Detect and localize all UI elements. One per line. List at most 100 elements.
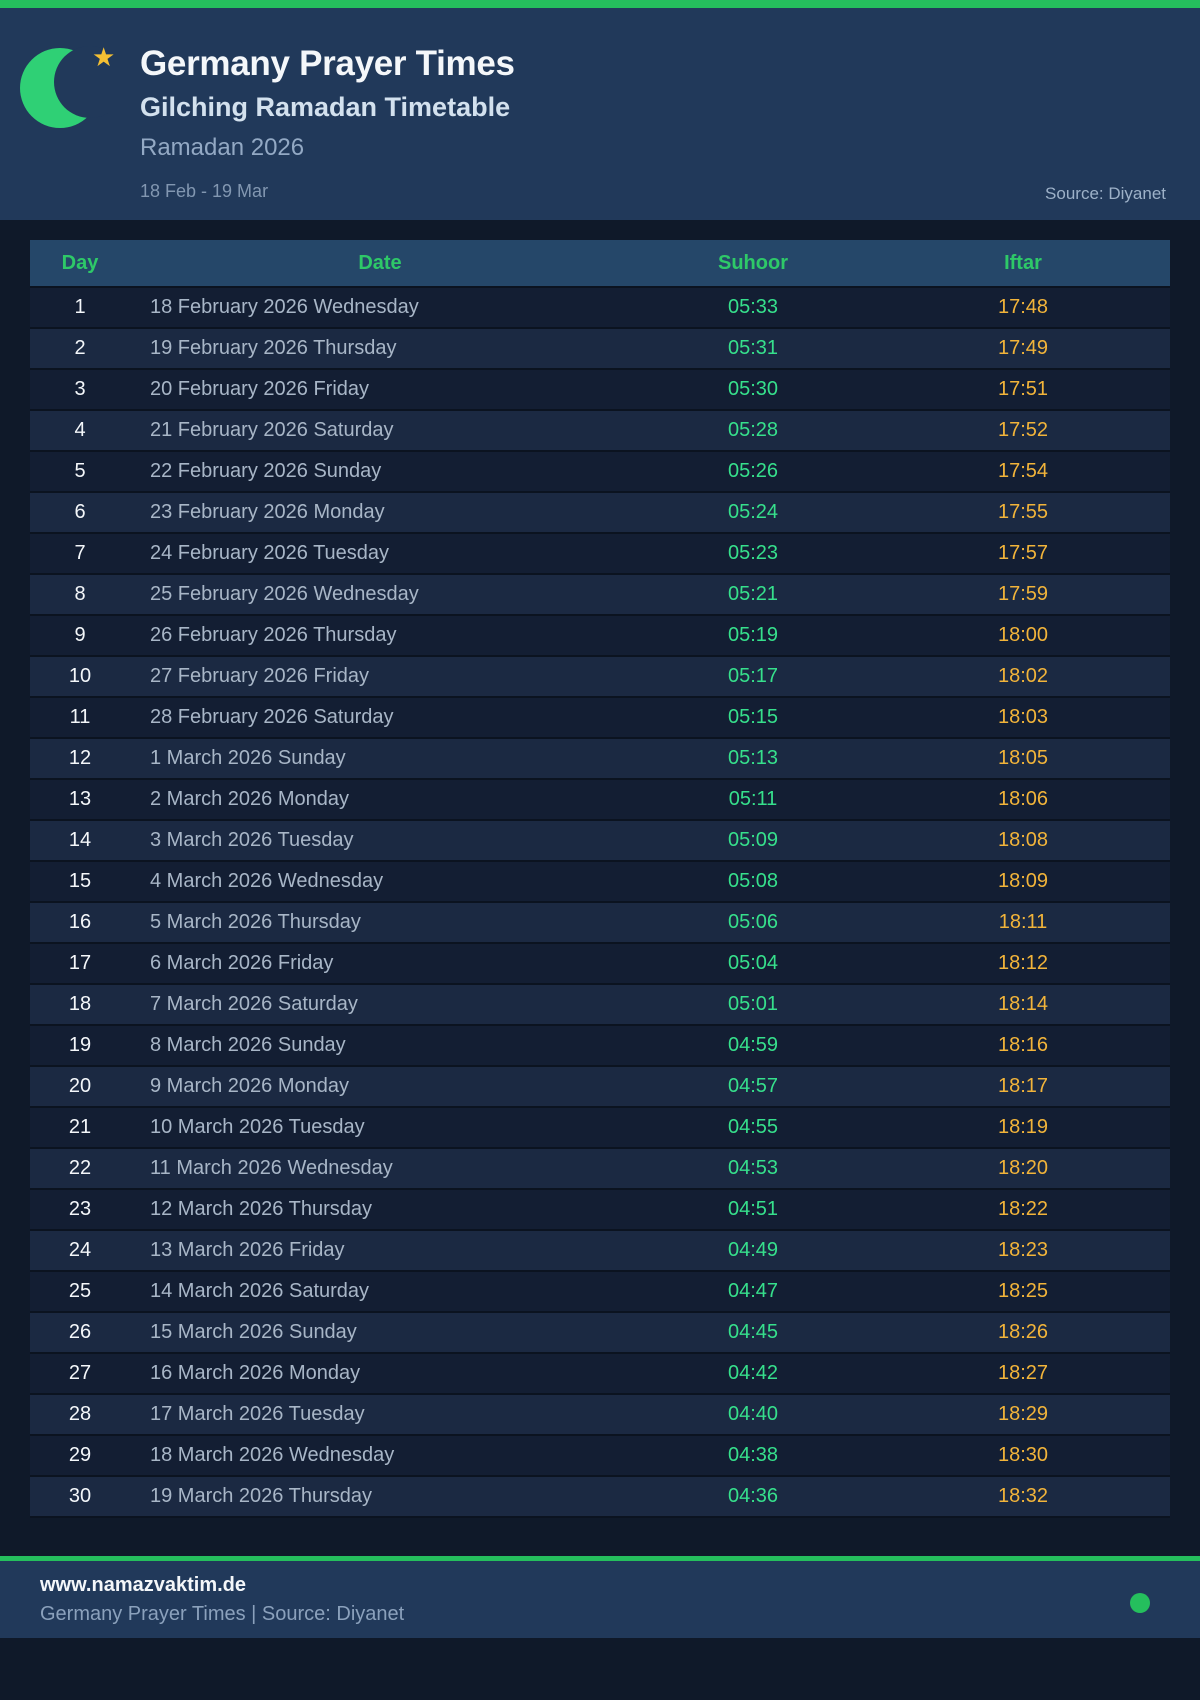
table-row: 13 2 March 2026 Monday 05:11 18:06	[30, 780, 1170, 821]
iftar-cell: 18:29	[876, 1395, 1170, 1436]
date-cell: 3 March 2026 Tuesday	[130, 821, 630, 862]
date-cell: 18 February 2026 Wednesday	[130, 288, 630, 329]
table-row: 18 7 March 2026 Saturday 05:01 18:14	[30, 985, 1170, 1026]
day-cell: 1	[30, 288, 130, 329]
iftar-cell: 18:20	[876, 1149, 1170, 1190]
suhoor-cell: 05:23	[630, 534, 876, 575]
iftar-cell: 18:02	[876, 657, 1170, 698]
table-row: 15 4 March 2026 Wednesday 05:08 18:09	[30, 862, 1170, 903]
suhoor-cell: 04:55	[630, 1108, 876, 1149]
suhoor-cell: 04:53	[630, 1149, 876, 1190]
iftar-cell: 18:03	[876, 698, 1170, 739]
table-row: 9 26 February 2026 Thursday 05:19 18:00	[30, 616, 1170, 657]
iftar-cell: 18:00	[876, 616, 1170, 657]
date-cell: 23 February 2026 Monday	[130, 493, 630, 534]
table-row: 30 19 March 2026 Thursday 04:36 18:32	[30, 1477, 1170, 1518]
table-row: 14 3 March 2026 Tuesday 05:09 18:08	[30, 821, 1170, 862]
iftar-cell: 18:12	[876, 944, 1170, 985]
top-accent-bar	[0, 0, 1200, 8]
suhoor-cell: 05:09	[630, 821, 876, 862]
date-cell: 20 February 2026 Friday	[130, 370, 630, 411]
date-cell: 9 March 2026 Monday	[130, 1067, 630, 1108]
iftar-cell: 18:05	[876, 739, 1170, 780]
table-row: 2 19 February 2026 Thursday 05:31 17:49	[30, 329, 1170, 370]
table-row: 28 17 March 2026 Tuesday 04:40 18:29	[30, 1395, 1170, 1436]
day-cell: 18	[30, 985, 130, 1026]
day-cell: 4	[30, 411, 130, 452]
suhoor-cell: 04:45	[630, 1313, 876, 1354]
day-cell: 8	[30, 575, 130, 616]
table-body: 1 18 February 2026 Wednesday 05:33 17:48…	[30, 288, 1170, 1518]
iftar-cell: 17:51	[876, 370, 1170, 411]
date-cell: 4 March 2026 Wednesday	[130, 862, 630, 903]
suhoor-cell: 05:30	[630, 370, 876, 411]
suhoor-cell: 05:28	[630, 411, 876, 452]
date-cell: 8 March 2026 Sunday	[130, 1026, 630, 1067]
suhoor-cell: 04:51	[630, 1190, 876, 1231]
day-cell: 21	[30, 1108, 130, 1149]
iftar-cell: 18:06	[876, 780, 1170, 821]
table-header-row: Day Date Suhoor Iftar	[30, 240, 1170, 288]
source-label: Source: Diyanet	[1045, 184, 1166, 203]
date-cell: 10 March 2026 Tuesday	[130, 1108, 630, 1149]
day-cell: 5	[30, 452, 130, 493]
day-cell: 10	[30, 657, 130, 698]
day-cell: 14	[30, 821, 130, 862]
table-row: 19 8 March 2026 Sunday 04:59 18:16	[30, 1026, 1170, 1067]
suhoor-cell: 04:57	[630, 1067, 876, 1108]
day-cell: 29	[30, 1436, 130, 1477]
day-cell: 3	[30, 370, 130, 411]
iftar-cell: 18:08	[876, 821, 1170, 862]
date-cell: 26 February 2026 Thursday	[130, 616, 630, 657]
date-cell: 7 March 2026 Saturday	[130, 985, 630, 1026]
suhoor-cell: 05:19	[630, 616, 876, 657]
date-cell: 11 March 2026 Wednesday	[130, 1149, 630, 1190]
date-cell: 2 March 2026 Monday	[130, 780, 630, 821]
date-cell: 14 March 2026 Saturday	[130, 1272, 630, 1313]
day-cell: 9	[30, 616, 130, 657]
iftar-cell: 17:59	[876, 575, 1170, 616]
table-row: 5 22 February 2026 Sunday 05:26 17:54	[30, 452, 1170, 493]
date-cell: 27 February 2026 Friday	[130, 657, 630, 698]
table-row: 17 6 March 2026 Friday 05:04 18:12	[30, 944, 1170, 985]
date-cell: 1 March 2026 Sunday	[130, 739, 630, 780]
table-row: 1 18 February 2026 Wednesday 05:33 17:48	[30, 288, 1170, 329]
table-row: 29 18 March 2026 Wednesday 04:38 18:30	[30, 1436, 1170, 1477]
table-row: 23 12 March 2026 Thursday 04:51 18:22	[30, 1190, 1170, 1231]
table-row: 3 20 February 2026 Friday 05:30 17:51	[30, 370, 1170, 411]
website-link[interactable]: www.namazvaktim.de	[40, 1574, 246, 1596]
star-icon: ★	[92, 42, 116, 72]
iftar-cell: 17:49	[876, 329, 1170, 370]
status-dot-icon	[1130, 1593, 1150, 1613]
suhoor-cell: 04:47	[630, 1272, 876, 1313]
date-cell: 13 March 2026 Friday	[130, 1231, 630, 1272]
day-cell: 26	[30, 1313, 130, 1354]
day-cell: 27	[30, 1354, 130, 1395]
table-row: 22 11 March 2026 Wednesday 04:53 18:20	[30, 1149, 1170, 1190]
date-cell: 6 March 2026 Friday	[130, 944, 630, 985]
suhoor-cell: 05:06	[630, 903, 876, 944]
day-cell: 13	[30, 780, 130, 821]
table-row: 10 27 February 2026 Friday 05:17 18:02	[30, 657, 1170, 698]
page-subtitle: Gilching Ramadan Timetable	[140, 92, 511, 123]
day-cell: 7	[30, 534, 130, 575]
table-row: 21 10 March 2026 Tuesday 04:55 18:19	[30, 1108, 1170, 1149]
suhoor-cell: 05:08	[630, 862, 876, 903]
iftar-cell: 18:23	[876, 1231, 1170, 1272]
iftar-cell: 18:11	[876, 903, 1170, 944]
table-row: 16 5 March 2026 Thursday 05:06 18:11	[30, 903, 1170, 944]
suhoor-cell: 05:26	[630, 452, 876, 493]
iftar-cell: 18:32	[876, 1477, 1170, 1518]
table-row: 12 1 March 2026 Sunday 05:13 18:05	[30, 739, 1170, 780]
iftar-cell: 17:52	[876, 411, 1170, 452]
suhoor-cell: 05:04	[630, 944, 876, 985]
suhoor-cell: 04:59	[630, 1026, 876, 1067]
date-range-label: 18 Feb - 19 Mar	[140, 180, 269, 201]
date-cell: 28 February 2026 Saturday	[130, 698, 630, 739]
iftar-cell: 18:14	[876, 985, 1170, 1026]
day-cell: 11	[30, 698, 130, 739]
day-cell: 23	[30, 1190, 130, 1231]
iftar-cell: 18:17	[876, 1067, 1170, 1108]
footer-credit: Germany Prayer Times | Source: Diyanet	[40, 1603, 405, 1625]
day-cell: 30	[30, 1477, 130, 1518]
